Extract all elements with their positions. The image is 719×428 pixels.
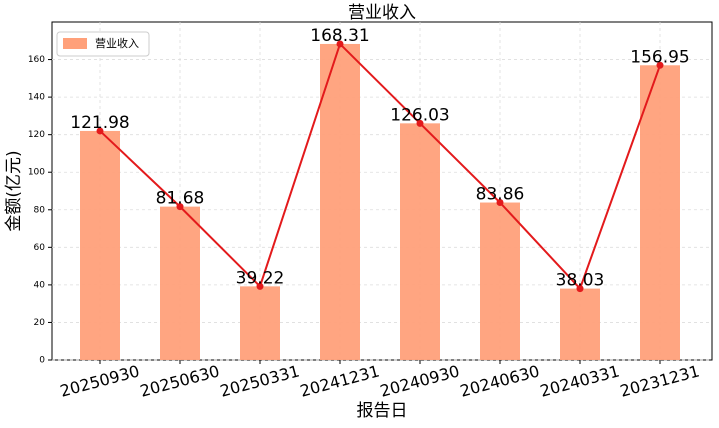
x-tick-label: 20231231 <box>618 361 702 400</box>
bar <box>160 206 200 360</box>
value-label: 39.22 <box>236 268 285 288</box>
plot-frame <box>51 21 713 361</box>
trend-marker <box>496 199 504 207</box>
legend-swatch <box>63 38 87 49</box>
value-label: 156.95 <box>630 47 689 67</box>
y-tick-label: 100 <box>28 168 45 178</box>
trend-marker <box>656 61 664 69</box>
bar <box>400 123 440 361</box>
value-label: 121.98 <box>70 113 129 133</box>
y-tick-label: 20 <box>34 318 46 328</box>
chart-title: 营业收入 <box>348 3 416 23</box>
x-tick-label: 20250331 <box>218 361 302 400</box>
bar <box>80 130 120 360</box>
x-tick-label: 20240331 <box>538 361 622 400</box>
y-tick-label: 160 <box>28 55 45 65</box>
trend-line <box>99 42 661 291</box>
trend-marker <box>416 119 424 127</box>
value-label: 81.68 <box>156 189 205 209</box>
trend-marker <box>576 285 584 293</box>
bar <box>560 288 600 360</box>
x-tick-label: 20241231 <box>298 361 382 400</box>
x-tick-label: 20240930 <box>378 361 462 400</box>
trend-marker <box>176 203 184 211</box>
trend-marker <box>336 40 344 48</box>
y-tick-label: 120 <box>28 130 45 140</box>
x-tick-label: 20240630 <box>458 361 542 400</box>
legend-label: 营业收入 <box>95 36 139 50</box>
legend: 营业收入 <box>56 31 150 57</box>
y-tick-label: 40 <box>34 280 46 290</box>
value-label: 126.03 <box>390 105 449 125</box>
bar <box>240 286 280 360</box>
value-label: 38.03 <box>556 271 605 291</box>
bar <box>480 202 520 360</box>
y-axis-label: 金额(亿元) <box>4 150 24 231</box>
y-tick-label: 60 <box>34 243 46 253</box>
trend-marker <box>96 127 104 135</box>
x-tick-label: 20250930 <box>58 361 142 400</box>
x-axis-label: 报告日 <box>357 401 408 421</box>
y-tick-label: 0 <box>39 356 45 366</box>
trend-marker <box>256 282 264 290</box>
value-label: 168.31 <box>310 26 369 46</box>
y-tick-label: 140 <box>28 93 45 103</box>
bar <box>320 43 360 360</box>
x-tick-label: 20250630 <box>138 361 222 400</box>
value-label: 83.86 <box>476 185 525 205</box>
y-tick-label: 80 <box>34 205 46 215</box>
bar <box>640 65 680 360</box>
